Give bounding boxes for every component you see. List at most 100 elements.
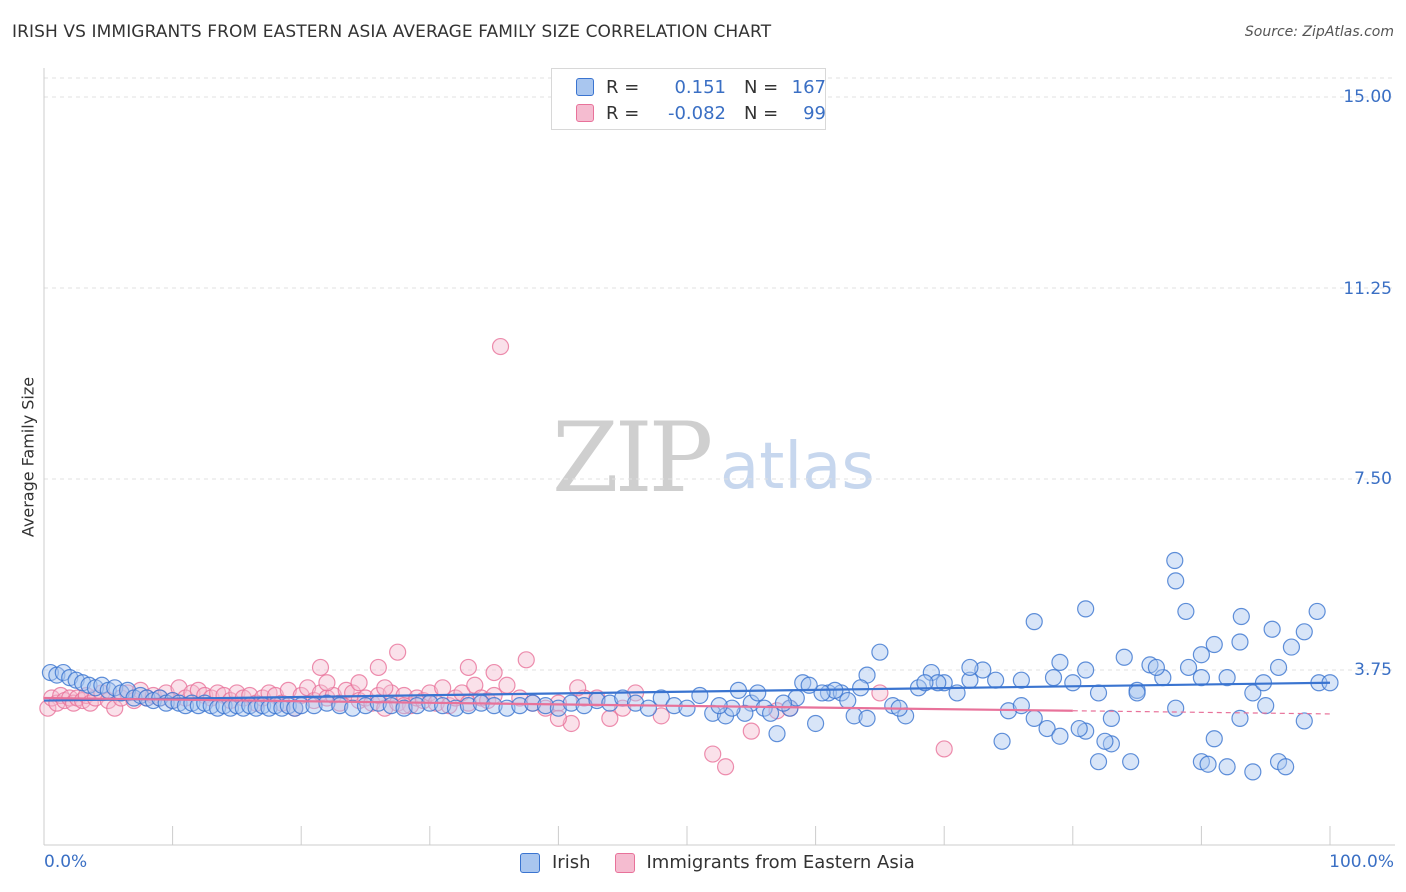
- y-tick-label: 15.00: [1343, 87, 1392, 107]
- data-point: [1167, 699, 1185, 717]
- series-legend: Irish Immigrants from Eastern Asia: [520, 852, 939, 873]
- data-point: [517, 651, 535, 669]
- data-point: [1263, 620, 1281, 638]
- trend-lines: [43, 681, 1331, 715]
- watermark-atlas: atlas: [720, 430, 875, 504]
- data-point: [1231, 633, 1249, 651]
- data-point: [736, 704, 754, 722]
- data-point: [1199, 755, 1217, 773]
- data-point: [562, 714, 580, 733]
- x-tick-label: 0.0%: [44, 852, 88, 872]
- legend-n-label: N =: [744, 102, 779, 124]
- legend-n-value: 99: [803, 102, 826, 124]
- data-point: [723, 699, 741, 717]
- data-point: [1177, 602, 1195, 621]
- data-point: [1244, 763, 1262, 781]
- data-point: [1025, 613, 1043, 631]
- data-point: [626, 694, 645, 712]
- legend-n-label: N =: [744, 76, 779, 98]
- data-point: [569, 679, 587, 697]
- legend-swatch-eastern-asia: [614, 852, 635, 873]
- data-point: [1012, 671, 1030, 689]
- data-point: [376, 679, 394, 697]
- data-point: [1115, 648, 1133, 666]
- legend-label-irish: Irish: [552, 852, 591, 873]
- data-point: [1308, 602, 1326, 621]
- data-point: [716, 758, 735, 776]
- legend-item-irish: Irish: [520, 852, 591, 873]
- data-point: [389, 643, 407, 661]
- data-point: [993, 732, 1011, 750]
- data-point: [395, 699, 413, 717]
- y-tick-label: 11.25: [1343, 279, 1392, 299]
- data-point: [974, 661, 992, 679]
- source-label: Source: ZipAtlas.com: [1244, 24, 1394, 40]
- legend-n-value: 167: [791, 76, 826, 98]
- series-irish-points: [41, 551, 1339, 781]
- data-point: [1295, 712, 1313, 730]
- data-point: [459, 658, 477, 677]
- data-point: [279, 681, 297, 699]
- data-point: [601, 694, 619, 712]
- data-point: [652, 707, 670, 725]
- trend-line-eastern-asia: [43, 696, 1073, 712]
- legend-r-label: R =: [606, 102, 640, 124]
- y-tick-label: 3.75: [1354, 660, 1392, 680]
- trend-line-irish: [43, 681, 1331, 702]
- data-point: [549, 709, 568, 727]
- y-tick-label: 7.50: [1354, 469, 1392, 489]
- watermark-zip: ZIP: [552, 402, 713, 514]
- data-point: [344, 699, 362, 717]
- data-point: [1205, 635, 1223, 654]
- data-point: [1167, 572, 1185, 590]
- data-point: [1077, 661, 1095, 679]
- legend-r-value: 0.151: [674, 76, 726, 98]
- chart-title: IRISH VS IMMIGRANTS FROM EASTERN ASIA AV…: [12, 22, 772, 42]
- data-point: [871, 643, 889, 661]
- data-point: [1205, 730, 1223, 748]
- data-point: [1089, 684, 1108, 702]
- data-point: [935, 674, 953, 692]
- data-point: [742, 722, 760, 740]
- data-point: [459, 697, 477, 715]
- data-point: [704, 745, 722, 763]
- legend-item-eastern-asia: Immigrants from Eastern Asia: [614, 852, 915, 873]
- data-point: [318, 674, 336, 692]
- data-point: [678, 699, 696, 717]
- data-point: [1244, 684, 1262, 702]
- legend-swatch-irish: [576, 78, 594, 96]
- data-point: [491, 337, 510, 356]
- data-point: [1282, 638, 1301, 656]
- data-point: [1192, 753, 1211, 771]
- data-point: [1122, 753, 1140, 771]
- data-point: [987, 671, 1005, 689]
- data-point: [935, 740, 953, 758]
- data-point: [1232, 607, 1250, 626]
- legend-r-label: R =: [606, 76, 640, 98]
- data-point: [421, 684, 439, 702]
- data-point: [639, 699, 658, 717]
- data-point: [922, 663, 940, 682]
- data-point: [1070, 719, 1088, 738]
- data-point: [536, 697, 555, 715]
- data-point: [1257, 697, 1275, 715]
- data-point: [768, 725, 786, 743]
- data-point: [1096, 732, 1114, 750]
- data-point: [1179, 658, 1198, 677]
- grid-lines: [44, 77, 1395, 671]
- data-point: [916, 674, 934, 692]
- data-point: [498, 676, 516, 694]
- legend-label-eastern-asia: Immigrants from Eastern Asia: [646, 852, 915, 873]
- trend-line-eastern-asia-extension: [1072, 710, 1331, 715]
- data-point: [1295, 623, 1313, 641]
- data-point: [1269, 658, 1288, 677]
- data-point: [691, 686, 709, 705]
- data-point: [929, 674, 947, 692]
- data-point: [1044, 669, 1063, 687]
- x-tick-label: 100.0%: [1329, 852, 1394, 872]
- data-point: [601, 709, 619, 727]
- data-point: [1231, 709, 1249, 727]
- legend-row-eastern-asia: R = -0.082 N = 99: [576, 101, 826, 125]
- data-point: [1277, 758, 1295, 776]
- data-point: [1038, 719, 1056, 738]
